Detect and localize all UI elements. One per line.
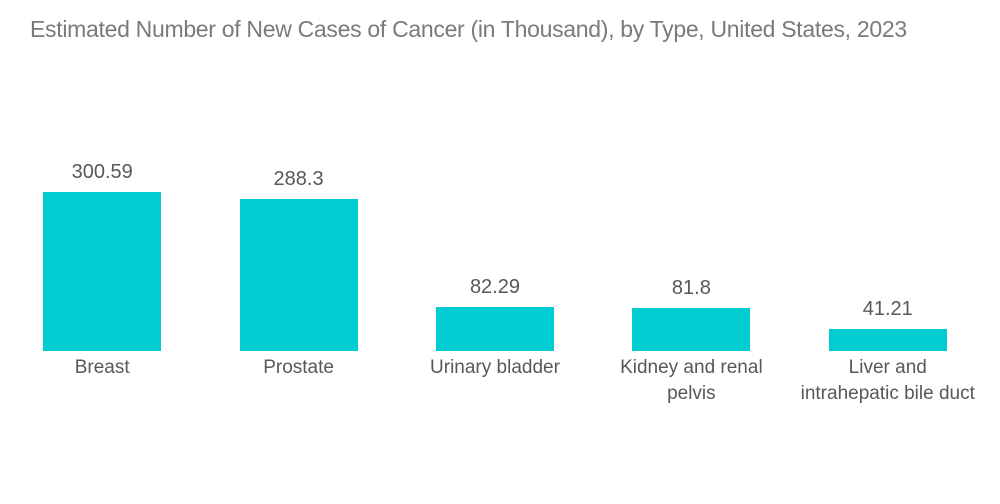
bar-column: 82.29 (397, 90, 593, 351)
category-label-line: Liver and (848, 357, 927, 378)
bar-value-label: 41.21 (862, 298, 913, 321)
bar (828, 329, 947, 351)
category-label-line: Kidney and renal (620, 357, 763, 378)
chart-title: Estimated Number of New Cases of Cancer … (30, 16, 907, 42)
category-axis: Breast Prostate Urinary bladder Kidney and … (4, 355, 986, 407)
bar (435, 307, 554, 351)
category-label-line: Prostate (263, 357, 334, 378)
bar-value-label: 81.8 (671, 276, 711, 299)
bar-value-label: 288.3 (273, 167, 324, 190)
bar-column: 81.8 (593, 90, 789, 351)
category-label-line: Urinary bladder (430, 357, 560, 378)
category-label: Prostate (200, 355, 396, 407)
bar-value-label: 300.59 (71, 161, 133, 183)
category-label: Kidney and renal pelvis (593, 355, 789, 407)
category-label: Breast (4, 355, 200, 407)
bar-value-label: 82.29 (469, 276, 520, 299)
bar (632, 307, 751, 351)
category-label: Liver and intrahepatic bile duct (790, 355, 986, 407)
category-label-line: intrahepatic bile duct (800, 383, 975, 404)
category-label-line: Breast (74, 357, 130, 378)
bar (43, 192, 162, 351)
category-label-line: pelvis (667, 383, 716, 404)
category-label: Urinary bladder (397, 355, 593, 407)
bar (239, 198, 358, 351)
bar-column: 288.3 (200, 90, 396, 351)
plot-area: 300.59 288.3 82.29 81.8 41.21 (4, 90, 986, 351)
bar-column: 300.59 (4, 90, 200, 351)
bar-column: 41.21 (790, 90, 986, 351)
